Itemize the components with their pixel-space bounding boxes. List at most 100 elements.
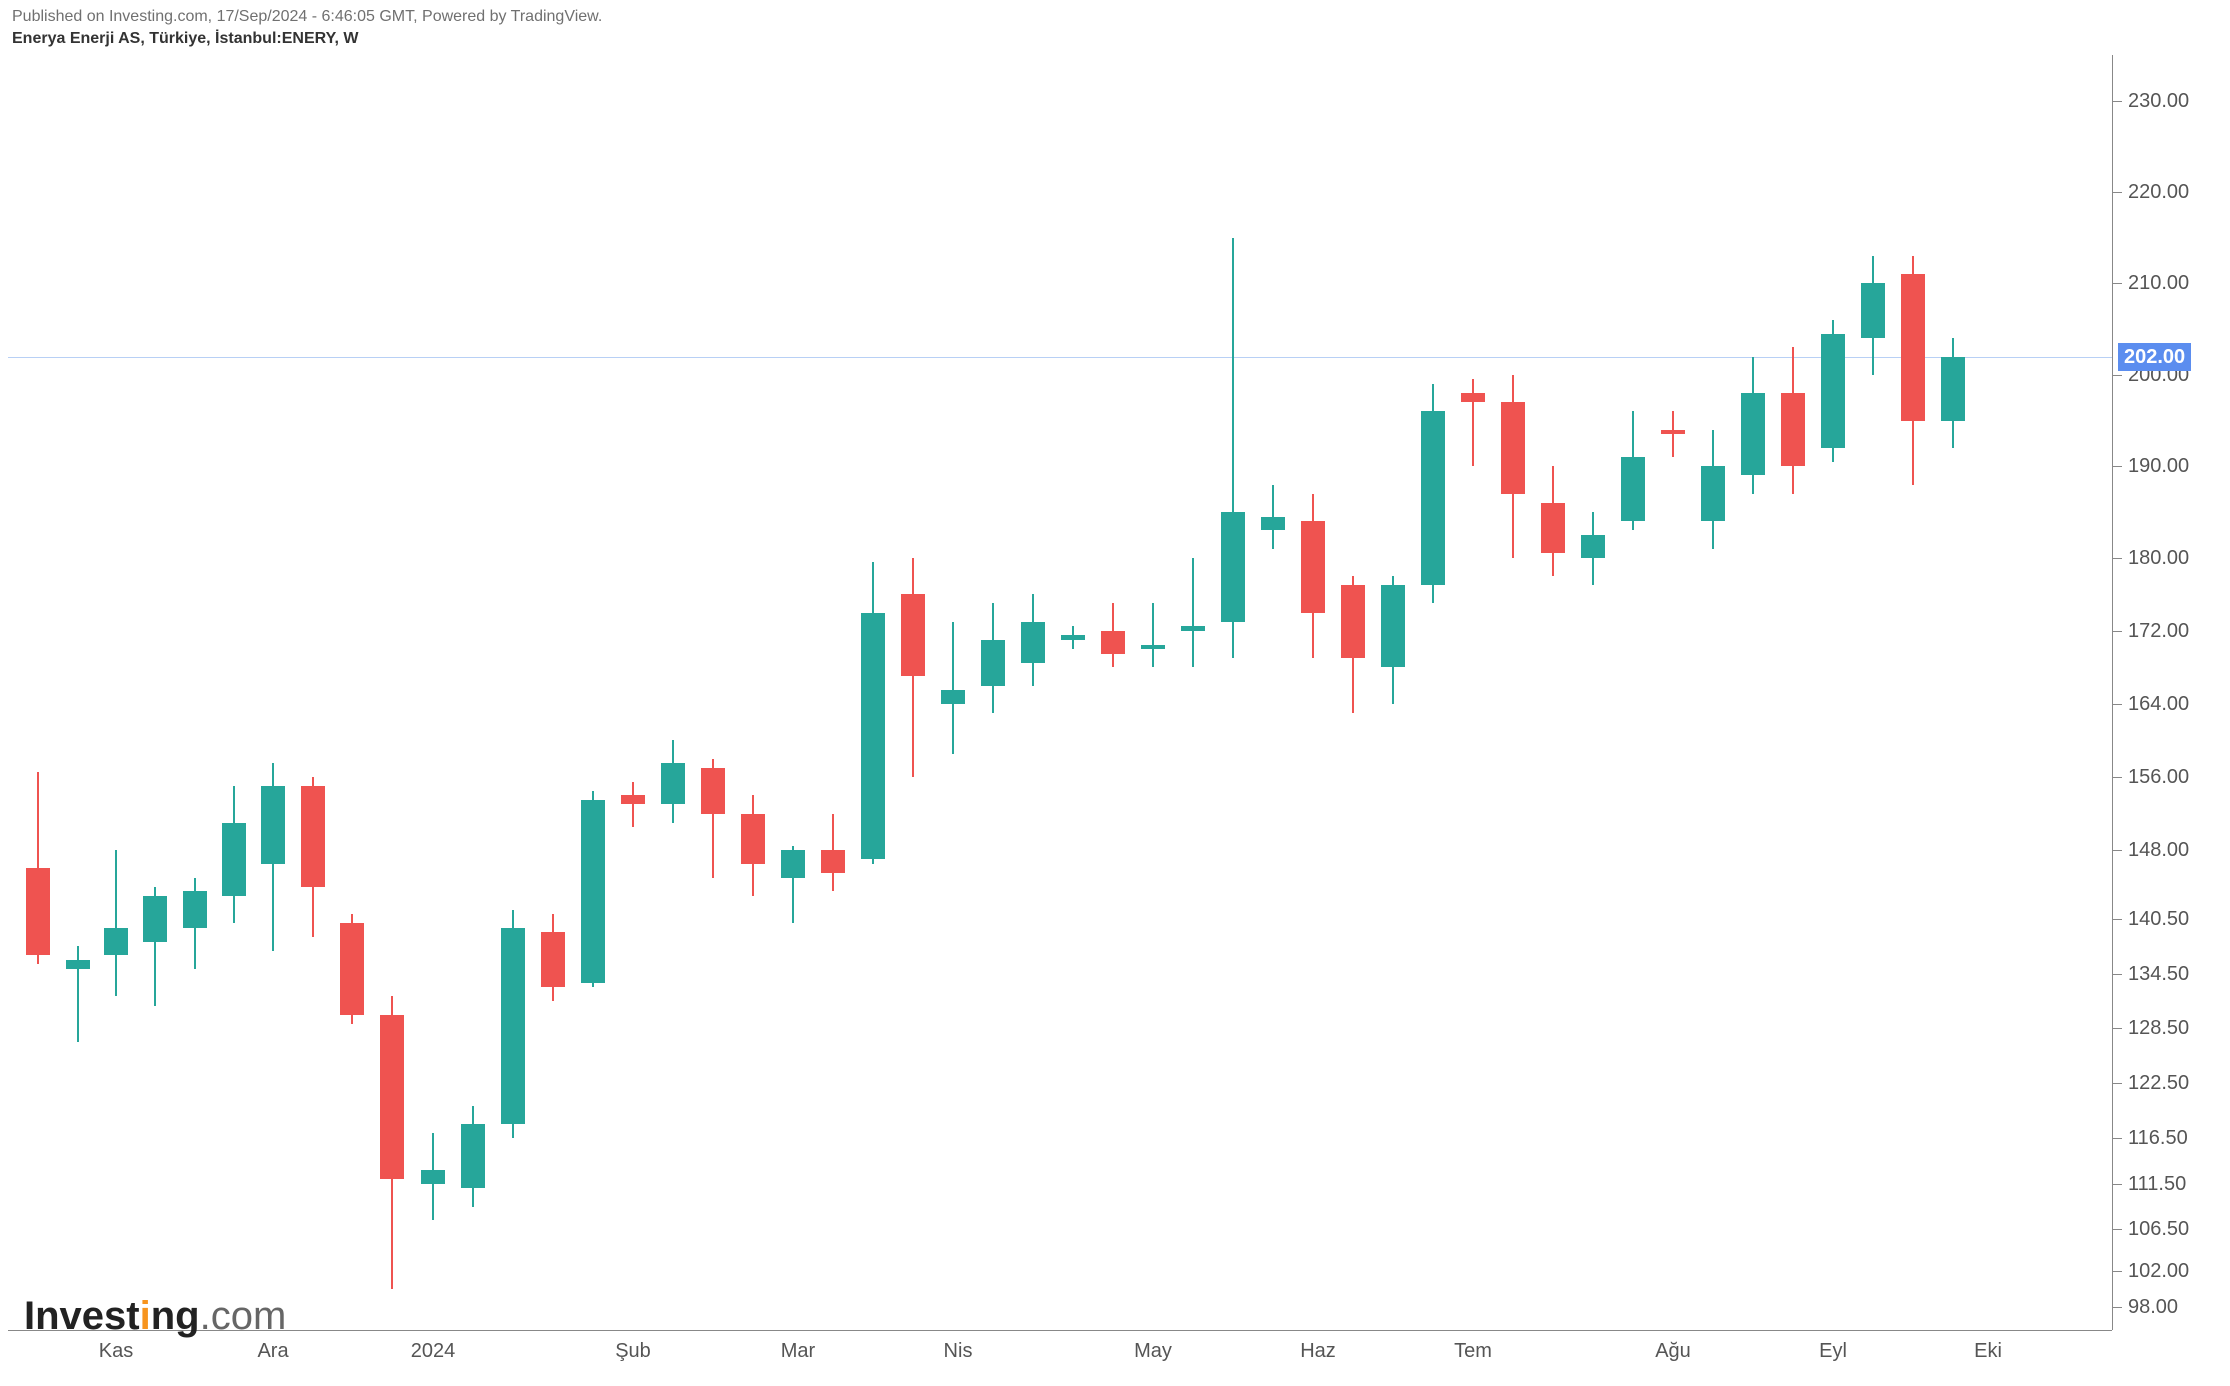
y-tick-label: 180.00 <box>2128 547 2189 570</box>
candle-body <box>1021 622 1045 663</box>
logo-part2: ng <box>151 1294 200 1338</box>
y-tick <box>2112 192 2122 193</box>
candle[interactable] <box>1821 55 1845 1330</box>
candle[interactable] <box>1381 55 1405 1330</box>
candle[interactable] <box>1901 55 1925 1330</box>
candle[interactable] <box>1781 55 1805 1330</box>
candle[interactable] <box>1701 55 1725 1330</box>
candle-body <box>741 814 765 864</box>
candle-wick <box>1672 411 1673 457</box>
y-tick-label: 220.00 <box>2128 181 2189 204</box>
x-tick-label: May <box>1134 1340 1172 1363</box>
candle[interactable] <box>1021 55 1045 1330</box>
candle[interactable] <box>1101 55 1125 1330</box>
candle[interactable] <box>1501 55 1525 1330</box>
candle[interactable] <box>26 55 50 1330</box>
x-axis-line <box>8 1330 2112 1331</box>
candle[interactable] <box>261 55 285 1330</box>
candle-body <box>1821 334 1845 448</box>
x-tick-label: Haz <box>1300 1340 1336 1363</box>
candle-body <box>1661 430 1685 435</box>
candle-body <box>1581 535 1605 558</box>
candle[interactable] <box>781 55 805 1330</box>
candle[interactable] <box>1181 55 1205 1330</box>
candle-wick <box>1192 558 1193 668</box>
candle-body <box>104 928 128 955</box>
candle[interactable] <box>901 55 925 1330</box>
candle[interactable] <box>1741 55 1765 1330</box>
candle[interactable] <box>661 55 685 1330</box>
y-tick-label: 148.00 <box>2128 839 2189 862</box>
candle-body <box>1781 393 1805 466</box>
candle[interactable] <box>701 55 725 1330</box>
candle[interactable] <box>222 55 246 1330</box>
y-tick <box>2112 1229 2122 1230</box>
y-tick <box>2112 1307 2122 1308</box>
x-tick-label: Eki <box>1974 1340 2002 1363</box>
candle-body <box>421 1170 445 1184</box>
candle-body <box>501 928 525 1125</box>
candle[interactable] <box>741 55 765 1330</box>
candle-body <box>1381 585 1405 667</box>
candle[interactable] <box>1421 55 1445 1330</box>
x-tick-label: Eyl <box>1819 1340 1847 1363</box>
y-tick <box>2112 1184 2122 1185</box>
candle[interactable] <box>1061 55 1085 1330</box>
y-tick <box>2112 466 2122 467</box>
candle-wick <box>632 782 633 828</box>
candle[interactable] <box>1941 55 1965 1330</box>
candle-body <box>26 868 50 955</box>
candle[interactable] <box>1581 55 1605 1330</box>
candle[interactable] <box>143 55 167 1330</box>
candle[interactable] <box>1461 55 1485 1330</box>
candle[interactable] <box>1661 55 1685 1330</box>
candle[interactable] <box>941 55 965 1330</box>
candle[interactable] <box>1221 55 1245 1330</box>
candle[interactable] <box>581 55 605 1330</box>
candle-body <box>901 594 925 676</box>
y-tick <box>2112 974 2122 975</box>
y-tick-label: 140.50 <box>2128 908 2189 931</box>
candle[interactable] <box>301 55 325 1330</box>
candle[interactable] <box>1861 55 1885 1330</box>
candle[interactable] <box>421 55 445 1330</box>
candle[interactable] <box>981 55 1005 1330</box>
candle[interactable] <box>1621 55 1645 1330</box>
candle[interactable] <box>104 55 128 1330</box>
candle[interactable] <box>1301 55 1325 1330</box>
candle-body <box>1061 635 1085 640</box>
candle-body <box>621 795 645 804</box>
y-tick-label: 164.00 <box>2128 693 2189 716</box>
candle-body <box>1701 466 1725 521</box>
candle[interactable] <box>461 55 485 1330</box>
candle[interactable] <box>340 55 364 1330</box>
candle-body <box>1261 517 1285 531</box>
candle[interactable] <box>541 55 565 1330</box>
x-tick-label: Mar <box>781 1340 815 1363</box>
investing-logo: Investing.com <box>24 1294 286 1339</box>
candle-body <box>1301 521 1325 612</box>
candlestick-chart[interactable]: 230.00220.00210.00200.00190.00180.00172.… <box>8 55 2230 1386</box>
y-tick-label: 128.50 <box>2128 1017 2189 1040</box>
candle[interactable] <box>861 55 885 1330</box>
candle-body <box>1501 402 1525 493</box>
candle-body <box>1541 503 1565 553</box>
y-tick <box>2112 1271 2122 1272</box>
candle[interactable] <box>1141 55 1165 1330</box>
y-tick-label: 122.50 <box>2128 1072 2189 1095</box>
candle[interactable] <box>380 55 404 1330</box>
y-tick <box>2112 704 2122 705</box>
candle[interactable] <box>66 55 90 1330</box>
x-tick-label: Şub <box>615 1340 651 1363</box>
candle-body <box>301 786 325 887</box>
candle-body <box>1181 626 1205 631</box>
candle[interactable] <box>1341 55 1365 1330</box>
y-tick <box>2112 631 2122 632</box>
candle[interactable] <box>1541 55 1565 1330</box>
candle[interactable] <box>501 55 525 1330</box>
candle[interactable] <box>621 55 645 1330</box>
candle[interactable] <box>821 55 845 1330</box>
y-tick <box>2112 283 2122 284</box>
candle[interactable] <box>1261 55 1285 1330</box>
candle[interactable] <box>183 55 207 1330</box>
